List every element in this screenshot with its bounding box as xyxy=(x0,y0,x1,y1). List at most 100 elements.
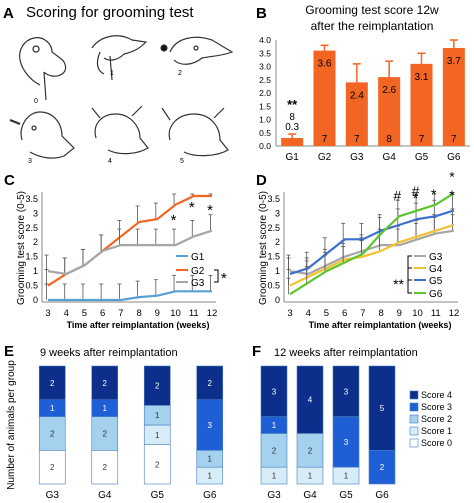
chart-e-segment-label: 1 xyxy=(208,472,213,481)
chart-f-legend-swatch xyxy=(409,390,419,400)
chart-f-legend-swatch xyxy=(409,438,419,448)
chart-f-segment xyxy=(260,365,288,417)
chart-f-legend-label: Score 2 xyxy=(421,414,452,424)
score-label-1: 1 xyxy=(110,70,114,77)
chart-d-significance-mark: * xyxy=(413,190,419,206)
chart-c-ytick-label: 3 xyxy=(33,208,38,218)
chart-b-n-label: 8 xyxy=(289,112,295,123)
chart-e-segment-label: 1 xyxy=(103,404,108,413)
chart-d-xtick-label: 7 xyxy=(360,308,365,319)
chart-b-value-label: 3.6 xyxy=(318,59,332,70)
chart-d-xtick-label: 11 xyxy=(431,308,441,319)
rat-drawing-score-1 xyxy=(91,35,148,81)
chart-e-segment xyxy=(91,365,119,401)
chart-f-segment-label: 1 xyxy=(272,472,277,481)
chart-b-value-label: 2.6 xyxy=(382,85,396,96)
chart-b-n-label: 8 xyxy=(386,134,392,145)
chart-f-segment xyxy=(296,433,324,468)
chart-b-ytick-label: 3.5 xyxy=(259,48,271,58)
chart-e-segment xyxy=(143,444,171,485)
chart-b-xtick-label: G3 xyxy=(350,152,364,163)
chart-e-xtick-label: G4 xyxy=(98,490,112,501)
chart-c-xtick-label: 6 xyxy=(100,308,105,319)
chart-c-legend-label: G3 xyxy=(191,278,205,289)
chart-c-ytick-label: 0.5 xyxy=(25,281,38,291)
chart-e-segment-label: 2 xyxy=(155,382,160,391)
chart-f-legend-swatch xyxy=(409,402,419,412)
chart-b-n-label: 7 xyxy=(419,134,425,145)
chart-e-xtick-label: G5 xyxy=(151,490,165,501)
chart-c-legend-label: G1 xyxy=(191,252,205,263)
chart-b-value-label: 3.7 xyxy=(447,56,461,67)
chart-e-segment-label: 2 xyxy=(50,379,55,388)
chart-b-significance: ** xyxy=(287,97,298,112)
chart-e-segment-label: 1 xyxy=(50,404,55,413)
chart-d-xtick-label: 12 xyxy=(449,308,460,319)
chart-b-ytick-label: 0.5 xyxy=(259,128,271,138)
chart-f-segment-label: 2 xyxy=(308,446,313,455)
chart-b-ytick-label: 4.0 xyxy=(259,35,271,45)
chart-c-xtick-label: 8 xyxy=(136,308,141,319)
chart-e-segment xyxy=(91,416,119,451)
chart-c-significance-mark: * xyxy=(171,212,177,229)
chart-b-bar xyxy=(281,138,304,146)
chart-d-legend-bracket-tick xyxy=(408,267,412,281)
rat-drawing-score-3 xyxy=(9,111,75,159)
chart-c-xtick-label: 3 xyxy=(45,308,50,319)
chart-d-legend-significance: ** xyxy=(393,276,404,292)
chart-b-value-label: 0.3 xyxy=(285,122,299,133)
chart-f-title: 12 weeks after reimplantation xyxy=(274,347,418,359)
chart-f-xtick-label: G4 xyxy=(303,490,317,501)
chart-d-ytick-label: 0.5 xyxy=(267,281,280,291)
chart-e-segment xyxy=(196,365,224,401)
chart-c-legend-significance: * xyxy=(221,270,227,287)
rat-drawing-score-5 xyxy=(161,107,229,157)
chart-f-xtick-label: G5 xyxy=(339,490,353,501)
panel-e-letter: E xyxy=(4,343,14,360)
chart-c-ytick-label: 2 xyxy=(33,237,38,247)
chart-f-segment-label: 3 xyxy=(344,387,349,396)
panel-b-letter: B xyxy=(256,5,267,22)
chart-f-segment xyxy=(368,449,396,485)
chart-c-xtick-label: 11 xyxy=(189,308,199,319)
chart-f-legend-label: Score 0 xyxy=(421,438,452,448)
chart-c-series-line-g1 xyxy=(48,290,212,302)
chart-f-segment-label: 3 xyxy=(272,387,277,396)
chart-b-value-label: 2.4 xyxy=(350,90,364,101)
chart-e-segment xyxy=(196,399,224,451)
chart-d-legend-label: G5 xyxy=(429,276,443,287)
chart-b-title-line1: Grooming test score 12w xyxy=(305,3,439,17)
chart-e-segment xyxy=(143,365,171,406)
chart-f-segment-label: 3 xyxy=(344,438,349,447)
chart-c-xtick-label: 10 xyxy=(170,308,181,319)
chart-d-ytick-label: 3 xyxy=(275,208,280,218)
chart-e-segment-label: 1 xyxy=(155,431,160,440)
chart-d-ytick-label: 2 xyxy=(275,237,280,247)
chart-f-xtick-label: G6 xyxy=(375,490,389,501)
score-label-0: 0 xyxy=(34,98,38,105)
chart-b-bar xyxy=(378,77,401,146)
chart-c-xtick-label: 7 xyxy=(118,308,123,319)
chart-e-segment-label: 2 xyxy=(50,463,55,472)
chart-e-segment-label: 2 xyxy=(103,429,108,438)
chart-d-ytick-label: 1.5 xyxy=(267,252,280,262)
chart-f-segment-label: 2 xyxy=(272,446,277,455)
chart-b-ytick-label: 3.0 xyxy=(259,62,271,72)
chart-e-segment-label: 1 xyxy=(208,455,213,464)
chart-b-bar xyxy=(313,50,336,146)
chart-c-xlabel: Time after reimplantation (weeks) xyxy=(67,320,210,330)
chart-c-ytick-label: 0 xyxy=(33,295,38,305)
chart-c-ytick-label: 2.5 xyxy=(25,223,38,233)
chart-d-series-line-g6 xyxy=(289,192,455,296)
score-label-4: 4 xyxy=(108,158,112,165)
chart-b-bar xyxy=(345,82,368,146)
chart-e-segment-label: 2 xyxy=(50,429,55,438)
chart-d-ytick-label: 1 xyxy=(275,266,280,276)
chart-e-segment-label: 2 xyxy=(155,460,160,469)
chart-b-n-label: 7 xyxy=(322,134,328,145)
chart-d-xtick-label: 3 xyxy=(287,308,292,319)
